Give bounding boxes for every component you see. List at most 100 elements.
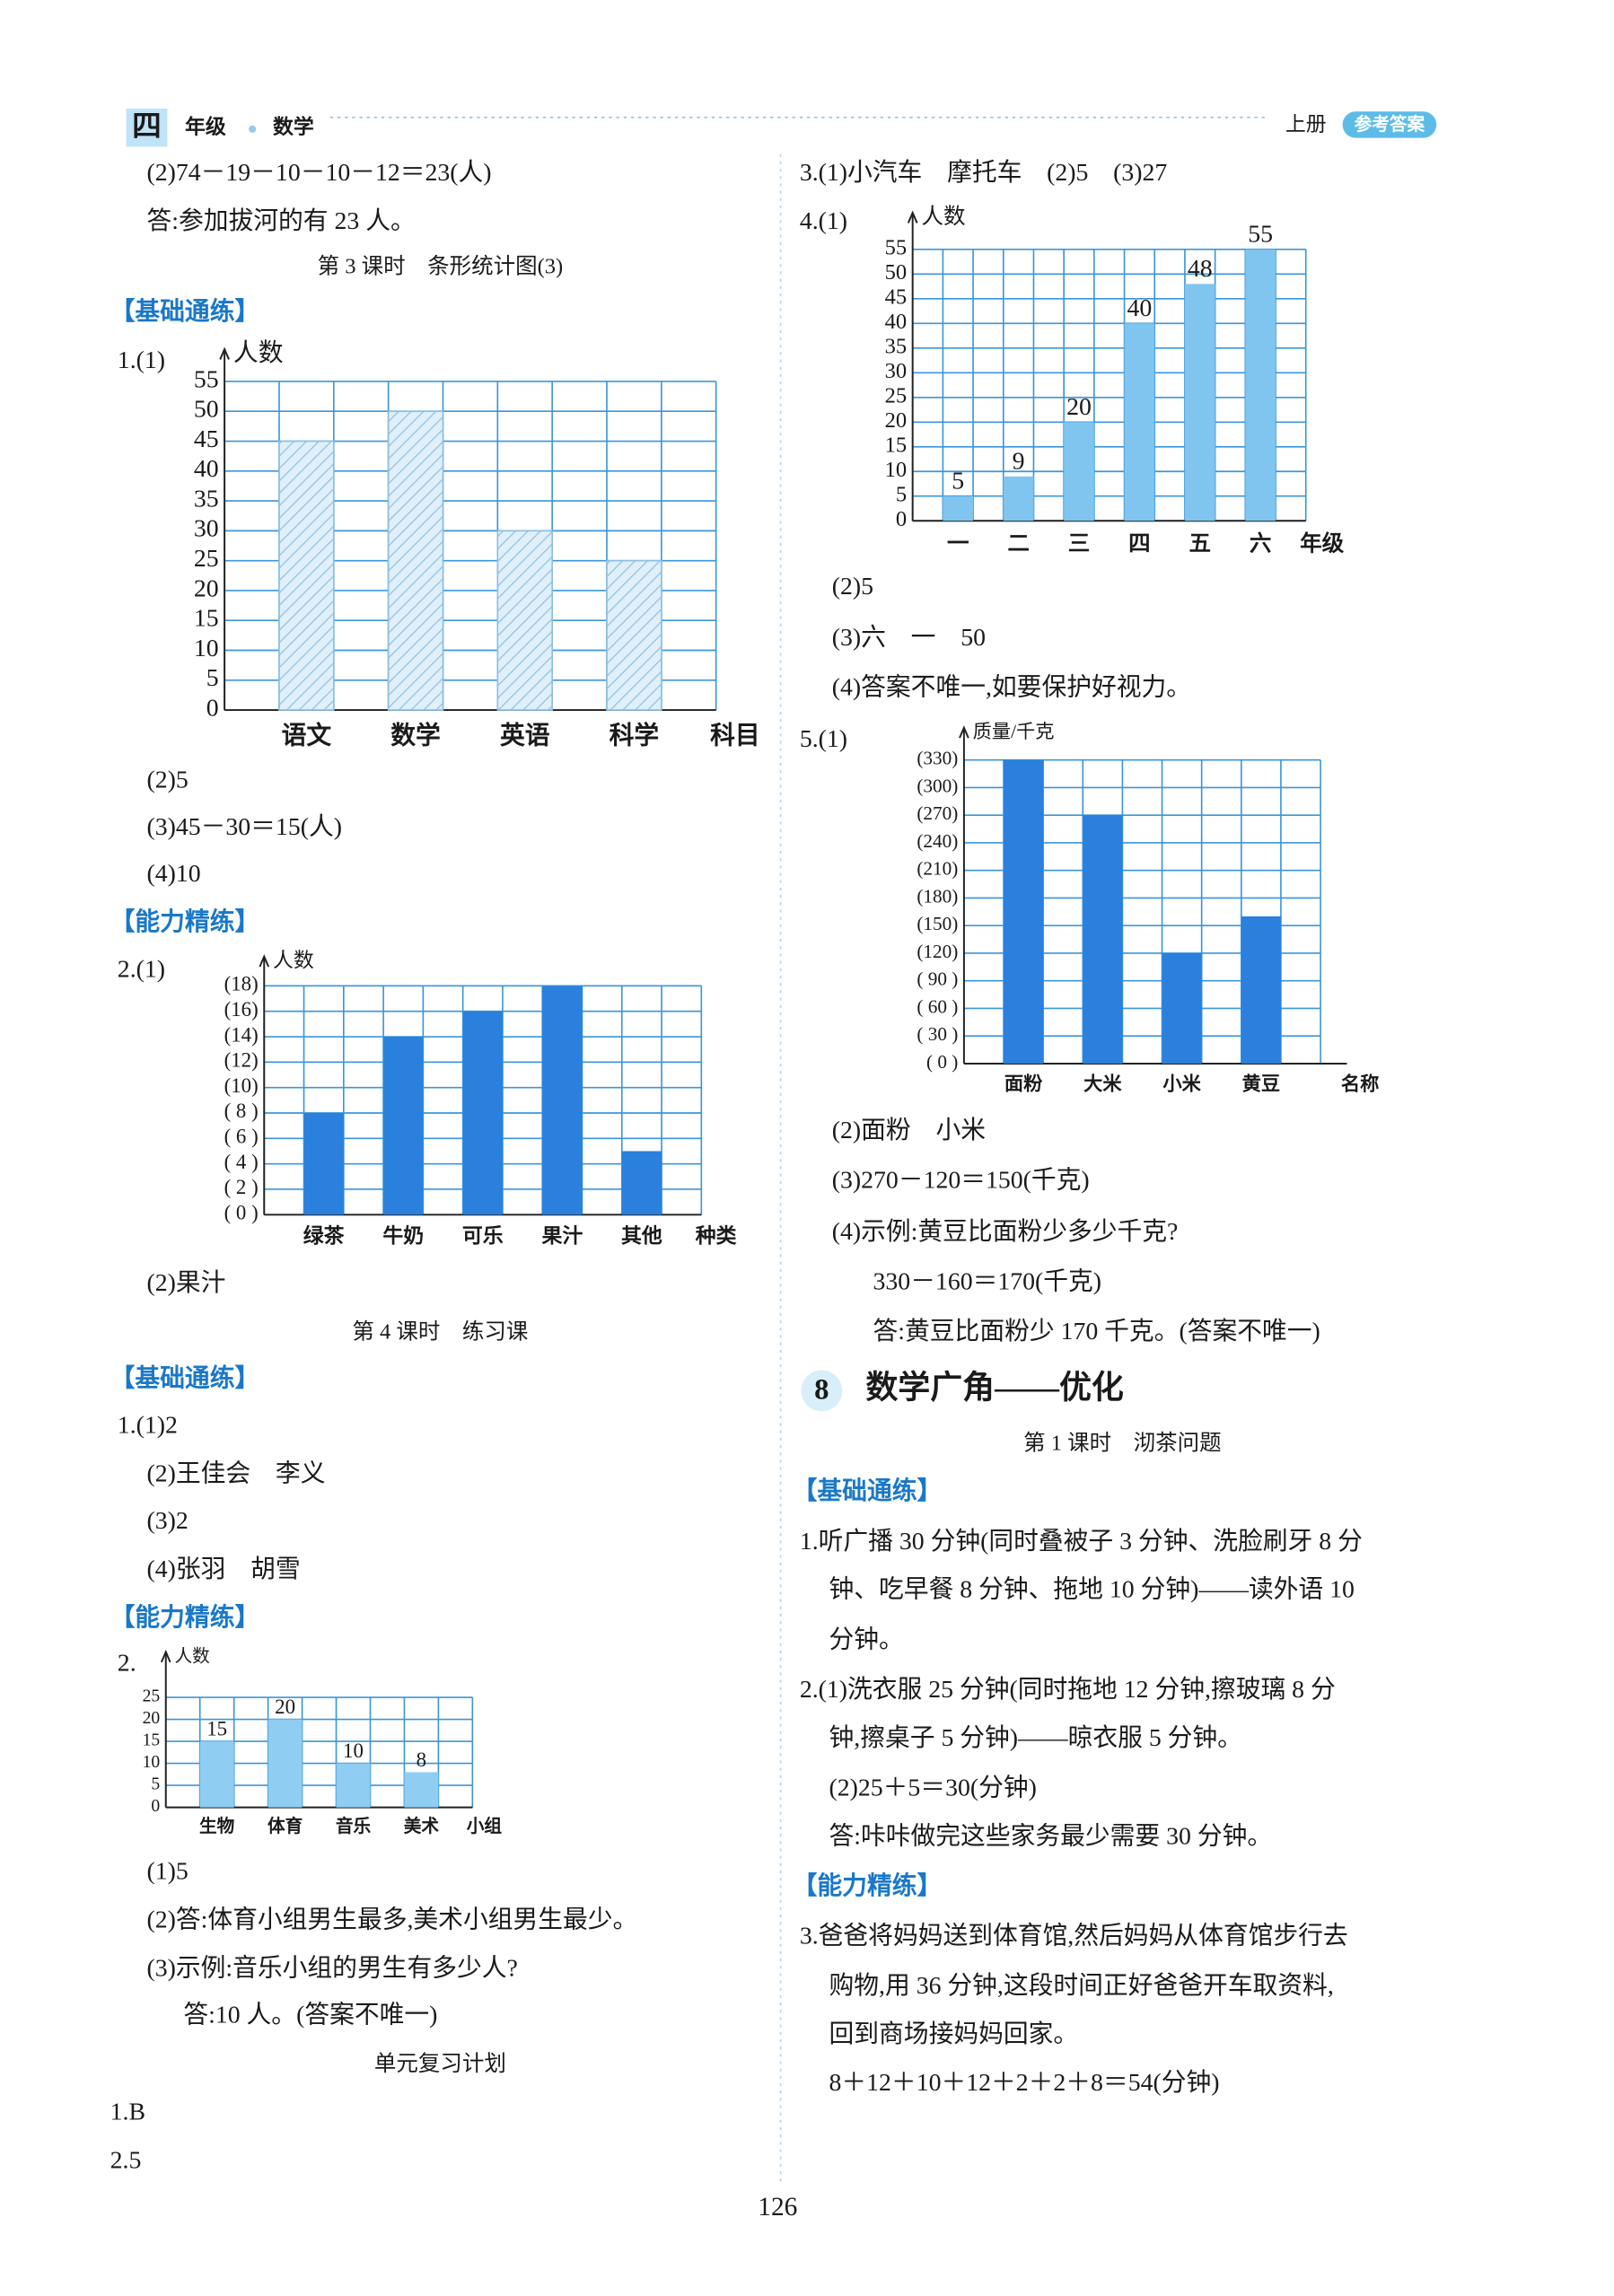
section-heading: 【能力精练】	[110, 907, 260, 936]
grade: 四	[132, 110, 162, 143]
section-badge	[801, 1370, 843, 1412]
grade-box	[126, 108, 168, 147]
answer-line: (4)张羽 胡雪	[147, 1555, 301, 1583]
answer-line: 答:10 人。(答案不唯一)	[183, 2002, 437, 2029]
y-tick-label: 0	[896, 507, 907, 531]
x-tick-label: 音乐	[336, 1816, 372, 1836]
bar	[383, 1037, 424, 1215]
y-tick-label: ( 0 )	[926, 1051, 958, 1073]
bar	[268, 1719, 303, 1808]
x-tick-label: 黄豆	[1242, 1073, 1280, 1094]
axis-arrow	[219, 346, 230, 360]
y-tick-label: 20	[194, 574, 219, 602]
x-tick-label: 面粉	[1004, 1073, 1043, 1094]
bar	[606, 559, 662, 711]
section-heading: 【基础通练】	[110, 1363, 260, 1392]
answer-line: (2)果汁	[147, 1269, 226, 1297]
value-label: 20	[275, 1696, 295, 1718]
x-tick-label: 牛奶	[382, 1225, 424, 1248]
answer-line: (4)10	[147, 860, 201, 888]
bar	[542, 986, 583, 1215]
answer-line: 2.	[118, 1649, 136, 1677]
y-tick-label: ( 30 )	[917, 1023, 958, 1045]
x-tick-label: 绿茶	[303, 1224, 345, 1248]
x-tick-label: 五	[1189, 532, 1212, 556]
y-tick-label: 25	[885, 383, 908, 407]
x-tick-label: 其他	[621, 1225, 662, 1248]
y-tick-label: (10)	[224, 1074, 259, 1097]
bar	[278, 440, 335, 711]
answer-line: 答:黄豆比面粉少 170 千克。(答案不唯一)	[873, 1318, 1320, 1345]
x-tick-label: 大米	[1083, 1073, 1122, 1094]
answer-line: (2)5	[832, 573, 873, 600]
y-tick-label: 5	[151, 1775, 160, 1794]
answer-line: (4)答案不唯一,如要保护好视力。	[832, 674, 1191, 702]
value-label: 8	[417, 1748, 426, 1771]
value-label: 20	[1066, 393, 1092, 421]
answer-line: 2.(1)	[118, 955, 165, 983]
x-tick-label: 美术	[404, 1816, 440, 1836]
answer-line: 330－160＝170(千克)	[873, 1268, 1102, 1296]
answer-line: 8＋12＋10＋12＋2＋2＋8＝54(分钟)	[829, 2069, 1220, 2097]
y-tick-label: 0	[206, 694, 219, 722]
bar	[1004, 759, 1044, 1064]
answer-line: (3)2	[147, 1507, 189, 1535]
x-tick-label: 二	[1007, 532, 1030, 556]
answer-line: (2)5	[147, 767, 189, 794]
answer-line: (3)270－120＝150(千克)	[832, 1167, 1090, 1195]
bar	[336, 1763, 371, 1808]
y-tick-label: 25	[143, 1687, 161, 1706]
x-tick-label: 数学	[390, 721, 441, 749]
answer-line: (4)示例:黄豆比面粉少多少千克?	[832, 1218, 1179, 1246]
bar	[199, 1741, 234, 1808]
answer-line: 答:参加拔河的有 23 人。	[147, 207, 416, 235]
y-tick-label: (180)	[917, 885, 958, 907]
y-axis-label: 人数	[921, 204, 965, 229]
y-axis-label: 人数	[233, 339, 284, 367]
x-tick-label: 果汁	[541, 1225, 583, 1248]
answer-line: 回到商场接妈妈回家。	[829, 2020, 1079, 2048]
value-label: 9	[1013, 447, 1025, 475]
axis-arrow	[259, 954, 270, 968]
answer-line: 3.爸爸将妈妈送到体育馆,然后妈妈从体育馆步行去	[800, 1922, 1348, 1950]
y-axis-label: 质量/千克	[973, 721, 1055, 742]
x-axis-label: 名称	[1341, 1072, 1379, 1094]
y-tick-label: 30	[885, 359, 908, 383]
y-tick-label: ( 0 )	[224, 1202, 259, 1224]
answer-line: 1.B	[110, 2099, 145, 2126]
y-tick-label: 45	[885, 285, 908, 309]
x-axis-label: 种类	[695, 1225, 737, 1248]
answer-line: 1.(1)2	[118, 1412, 178, 1440]
answer-line: 钟、吃早餐 8 分钟、拖地 10 分钟)——读外语 10	[829, 1576, 1355, 1604]
answer-line: 购物,用 36 分钟,这段时间正好爸爸开车取资料,	[829, 1972, 1334, 2000]
axis-arrow	[907, 210, 918, 223]
lesson-title: 单元复习计划	[374, 2051, 506, 2076]
value-label: 40	[1127, 294, 1153, 322]
y-tick-label: (12)	[224, 1049, 259, 1072]
bar	[404, 1772, 439, 1808]
y-axis-label: 人数	[175, 1646, 211, 1666]
bar	[1003, 476, 1034, 521]
y-tick-label: 35	[885, 334, 908, 358]
y-tick-label: 50	[885, 260, 908, 285]
dot	[249, 125, 257, 133]
y-tick-label: (330)	[917, 748, 958, 769]
y-tick-label: ( 2 )	[224, 1176, 259, 1198]
badge-bg	[1342, 111, 1437, 138]
y-tick-label: 10	[885, 458, 908, 482]
x-tick-label: 六	[1250, 531, 1271, 556]
value-label: 48	[1188, 255, 1213, 283]
y-tick-label: (240)	[917, 830, 958, 852]
answer-line: 答:咔咔做完这些家务最少需要 30 分钟。	[829, 1822, 1273, 1850]
y-tick-label: ( 4 )	[224, 1151, 259, 1173]
x-tick-label: 英语	[500, 722, 550, 749]
y-tick-label: 45	[194, 425, 219, 453]
section-heading: 【能力精练】	[110, 1603, 260, 1632]
y-tick-label: ( 90 )	[917, 968, 958, 990]
badge: 参考答案	[1355, 114, 1425, 135]
answer-line: (2)面粉 小米	[832, 1117, 986, 1144]
y-tick-label: (16)	[224, 998, 259, 1021]
x-tick-label: 可乐	[462, 1225, 504, 1248]
x-axis-label: 小组	[467, 1816, 503, 1836]
x-tick-label: 生物	[199, 1816, 235, 1836]
